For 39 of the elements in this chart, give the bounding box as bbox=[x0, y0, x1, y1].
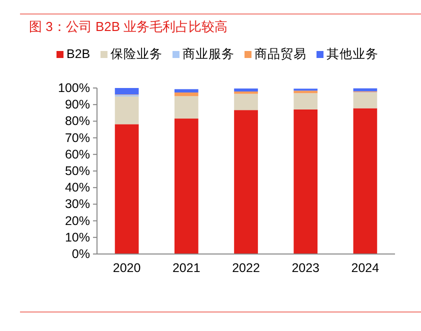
bar bbox=[234, 94, 258, 110]
legend-label: 商业服务 bbox=[182, 47, 234, 61]
bar bbox=[174, 96, 198, 119]
x-tick-label: 2022 bbox=[232, 261, 260, 275]
y-tick-label: 20% bbox=[64, 214, 90, 228]
bar bbox=[174, 89, 198, 92]
y-tick-label: 60% bbox=[64, 147, 90, 162]
bar bbox=[114, 88, 139, 94]
bar bbox=[174, 92, 198, 96]
legend-label: B2B bbox=[66, 47, 90, 61]
bar bbox=[353, 108, 378, 254]
bar bbox=[114, 96, 139, 124]
y-tick-label: 100% bbox=[58, 81, 90, 95]
bar bbox=[114, 124, 139, 254]
y-tick-label: 70% bbox=[64, 130, 90, 145]
bar bbox=[174, 118, 198, 254]
bar bbox=[353, 88, 378, 92]
bar bbox=[353, 92, 378, 108]
legend-label: 商品贸易 bbox=[254, 47, 306, 61]
bar bbox=[234, 110, 258, 254]
bar bbox=[294, 90, 318, 94]
x-tick-label: 2023 bbox=[292, 261, 320, 275]
y-tick-label: 30% bbox=[64, 197, 90, 212]
x-tick-label: 2024 bbox=[351, 261, 380, 275]
legend-label: 保险业务 bbox=[110, 47, 162, 61]
y-tick-label: 50% bbox=[64, 164, 90, 178]
x-tick-label: 2020 bbox=[112, 261, 141, 275]
bar bbox=[234, 88, 258, 92]
bar bbox=[294, 109, 318, 254]
y-tick-label: 10% bbox=[64, 230, 90, 244]
y-tick-label: 90% bbox=[64, 98, 90, 112]
x-tick-label: 2021 bbox=[172, 261, 200, 275]
chart-title: 图 3：公司 B2B 业务毛利占比较高 bbox=[29, 19, 228, 34]
bar bbox=[294, 93, 318, 110]
y-tick-label: 40% bbox=[64, 180, 90, 195]
y-tick-label: 0% bbox=[72, 247, 90, 261]
legend-label: 其他业务 bbox=[326, 47, 378, 61]
y-tick-label: 80% bbox=[64, 114, 90, 128]
bar bbox=[234, 91, 258, 94]
